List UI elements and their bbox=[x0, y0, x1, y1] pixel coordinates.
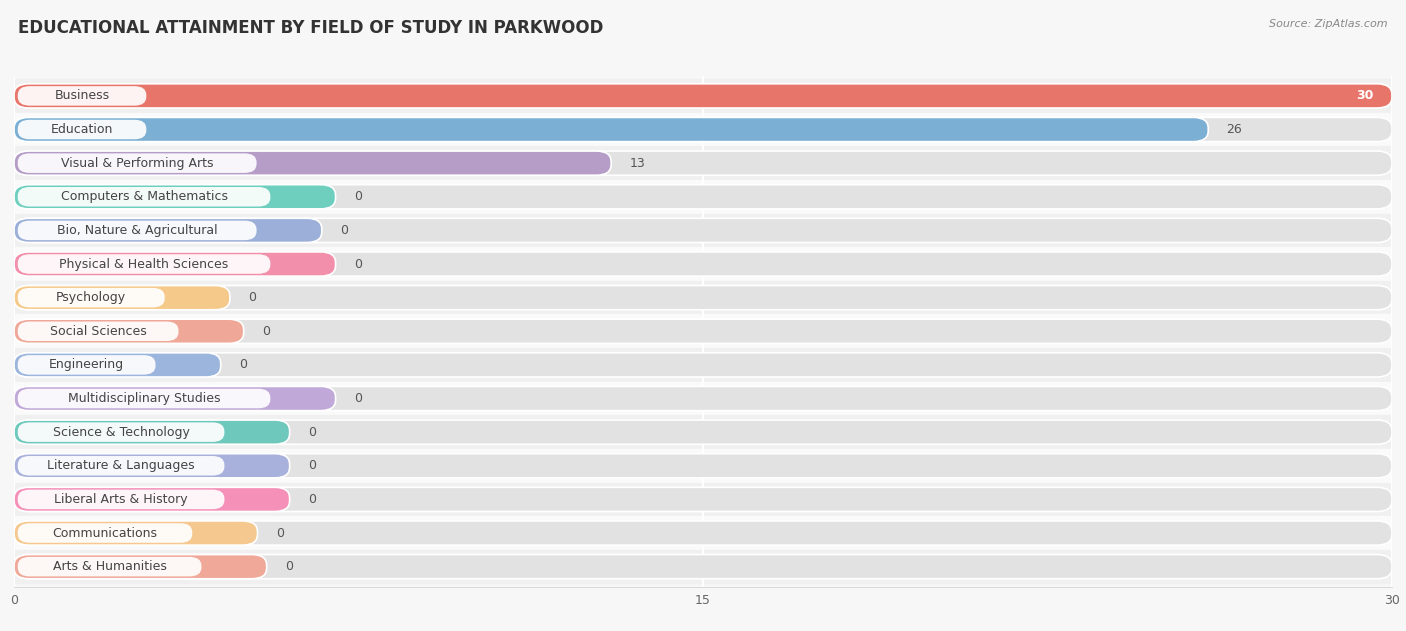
FancyBboxPatch shape bbox=[14, 252, 1392, 276]
Text: Education: Education bbox=[51, 123, 114, 136]
FancyBboxPatch shape bbox=[14, 185, 336, 209]
FancyBboxPatch shape bbox=[14, 117, 1392, 141]
Bar bbox=[14, 483, 1392, 516]
FancyBboxPatch shape bbox=[18, 288, 165, 307]
FancyBboxPatch shape bbox=[14, 84, 1392, 108]
FancyBboxPatch shape bbox=[18, 523, 193, 543]
Text: Social Sciences: Social Sciences bbox=[49, 325, 146, 338]
FancyBboxPatch shape bbox=[14, 286, 1392, 310]
FancyBboxPatch shape bbox=[18, 456, 225, 476]
Bar bbox=[14, 449, 1392, 483]
FancyBboxPatch shape bbox=[14, 151, 612, 175]
Text: Business: Business bbox=[55, 90, 110, 102]
FancyBboxPatch shape bbox=[18, 557, 201, 576]
Text: 13: 13 bbox=[630, 156, 645, 170]
FancyBboxPatch shape bbox=[14, 218, 1392, 242]
FancyBboxPatch shape bbox=[18, 153, 256, 173]
FancyBboxPatch shape bbox=[14, 286, 231, 310]
FancyBboxPatch shape bbox=[14, 386, 1392, 411]
Text: Communications: Communications bbox=[52, 526, 157, 540]
FancyBboxPatch shape bbox=[14, 117, 1208, 141]
Bar bbox=[14, 314, 1392, 348]
Bar bbox=[14, 247, 1392, 281]
Text: 26: 26 bbox=[1226, 123, 1243, 136]
FancyBboxPatch shape bbox=[14, 420, 290, 444]
Text: 0: 0 bbox=[308, 493, 316, 506]
Bar bbox=[14, 348, 1392, 382]
FancyBboxPatch shape bbox=[18, 254, 270, 274]
FancyBboxPatch shape bbox=[14, 319, 1392, 343]
Text: Liberal Arts & History: Liberal Arts & History bbox=[55, 493, 188, 506]
FancyBboxPatch shape bbox=[18, 355, 156, 375]
FancyBboxPatch shape bbox=[18, 86, 146, 105]
Text: Science & Technology: Science & Technology bbox=[52, 426, 190, 439]
FancyBboxPatch shape bbox=[14, 252, 336, 276]
FancyBboxPatch shape bbox=[14, 151, 1392, 175]
FancyBboxPatch shape bbox=[18, 221, 256, 240]
Bar bbox=[14, 180, 1392, 213]
FancyBboxPatch shape bbox=[14, 487, 1392, 512]
FancyBboxPatch shape bbox=[14, 319, 243, 343]
Text: 30: 30 bbox=[1357, 90, 1374, 102]
Text: 0: 0 bbox=[354, 191, 361, 203]
FancyBboxPatch shape bbox=[18, 322, 179, 341]
Text: 0: 0 bbox=[354, 392, 361, 405]
Text: 0: 0 bbox=[262, 325, 270, 338]
Text: Psychology: Psychology bbox=[56, 291, 127, 304]
Bar bbox=[14, 415, 1392, 449]
FancyBboxPatch shape bbox=[18, 120, 146, 139]
Text: 0: 0 bbox=[354, 257, 361, 271]
Text: Visual & Performing Arts: Visual & Performing Arts bbox=[60, 156, 214, 170]
Bar bbox=[14, 281, 1392, 314]
Text: 0: 0 bbox=[308, 459, 316, 472]
Text: Physical & Health Sciences: Physical & Health Sciences bbox=[59, 257, 229, 271]
FancyBboxPatch shape bbox=[14, 487, 290, 512]
Text: 0: 0 bbox=[249, 291, 256, 304]
FancyBboxPatch shape bbox=[18, 389, 270, 408]
Bar bbox=[14, 113, 1392, 146]
FancyBboxPatch shape bbox=[14, 521, 1392, 545]
Text: 0: 0 bbox=[285, 560, 292, 573]
Bar bbox=[14, 516, 1392, 550]
Text: Literature & Languages: Literature & Languages bbox=[48, 459, 195, 472]
FancyBboxPatch shape bbox=[14, 555, 267, 579]
FancyBboxPatch shape bbox=[14, 420, 1392, 444]
Text: Source: ZipAtlas.com: Source: ZipAtlas.com bbox=[1270, 19, 1388, 29]
FancyBboxPatch shape bbox=[14, 84, 1392, 108]
FancyBboxPatch shape bbox=[14, 454, 290, 478]
FancyBboxPatch shape bbox=[14, 185, 1392, 209]
FancyBboxPatch shape bbox=[14, 454, 1392, 478]
FancyBboxPatch shape bbox=[14, 386, 336, 411]
FancyBboxPatch shape bbox=[14, 353, 1392, 377]
Text: 0: 0 bbox=[340, 224, 349, 237]
FancyBboxPatch shape bbox=[18, 490, 225, 509]
Bar bbox=[14, 382, 1392, 415]
Bar bbox=[14, 213, 1392, 247]
FancyBboxPatch shape bbox=[18, 422, 225, 442]
Text: Bio, Nature & Agricultural: Bio, Nature & Agricultural bbox=[56, 224, 218, 237]
Bar bbox=[14, 146, 1392, 180]
Text: 0: 0 bbox=[276, 526, 284, 540]
FancyBboxPatch shape bbox=[14, 353, 221, 377]
FancyBboxPatch shape bbox=[14, 521, 257, 545]
Text: EDUCATIONAL ATTAINMENT BY FIELD OF STUDY IN PARKWOOD: EDUCATIONAL ATTAINMENT BY FIELD OF STUDY… bbox=[18, 19, 603, 37]
Text: Computers & Mathematics: Computers & Mathematics bbox=[60, 191, 228, 203]
Text: 0: 0 bbox=[239, 358, 247, 372]
Bar bbox=[14, 79, 1392, 113]
FancyBboxPatch shape bbox=[18, 187, 270, 206]
Text: 0: 0 bbox=[308, 426, 316, 439]
Text: Multidisciplinary Studies: Multidisciplinary Studies bbox=[67, 392, 221, 405]
Text: Engineering: Engineering bbox=[49, 358, 124, 372]
FancyBboxPatch shape bbox=[14, 555, 1392, 579]
Bar bbox=[14, 550, 1392, 584]
FancyBboxPatch shape bbox=[14, 218, 322, 242]
Text: Arts & Humanities: Arts & Humanities bbox=[52, 560, 166, 573]
